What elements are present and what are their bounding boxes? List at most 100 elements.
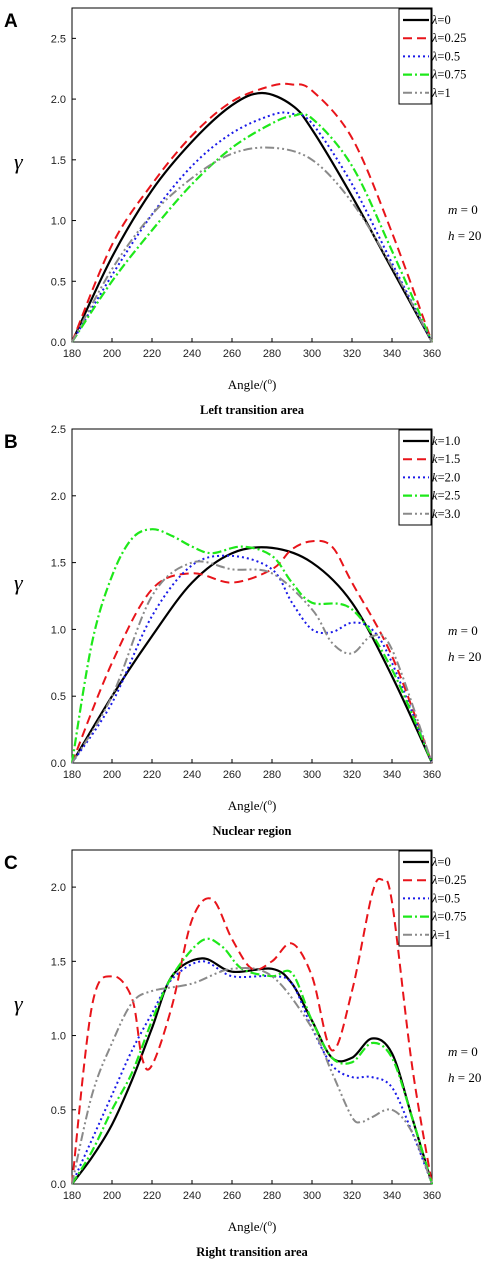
y-axis-label: γ — [14, 570, 24, 595]
x-tick-label: 300 — [303, 769, 321, 781]
series-line-4 — [71, 146, 433, 343]
panel-caption: Right transition area — [196, 1245, 308, 1259]
chart-svg: A 180 200 220 240 260 280 300 320 340 360 0.0 0.5 1.0… — [4, 7, 481, 417]
x-tick-label: 280 — [263, 769, 281, 781]
series-line-4 — [71, 560, 433, 764]
x-tick-label: 220 — [143, 1190, 161, 1202]
y-tick-label: 0.5 — [51, 276, 66, 288]
x-tick-label: 280 — [263, 348, 281, 360]
panel-c: C 180 200 220 240 260 280 300 320 340 360 0.0 0.5 1.0… — [0, 842, 498, 1263]
legend-label: λ=0.75 — [431, 910, 466, 924]
x-tick-label: 220 — [143, 769, 161, 781]
x-tick-label: 240 — [183, 769, 201, 781]
legend-label: λ=0.5 — [431, 49, 460, 63]
legend-label: λ=0 — [431, 855, 451, 869]
series-line-1 — [71, 82, 433, 343]
y-tick-label: 2.5 — [51, 33, 66, 45]
series-line-2 — [71, 111, 433, 343]
legend-label: k=2.5 — [432, 489, 460, 503]
panel-label: B — [4, 432, 18, 453]
x-tick-label: 200 — [103, 348, 121, 360]
legend-label: k=2.0 — [432, 470, 460, 484]
panel-caption: Left transition area — [200, 403, 305, 417]
x-tick-label: 340 — [383, 1190, 401, 1202]
legend-label: λ=1 — [431, 86, 451, 100]
y-tick-label: 1.5 — [51, 155, 66, 167]
x-tick-label: 200 — [103, 769, 121, 781]
y-tick-label: 2.0 — [51, 491, 66, 503]
legend-label: λ=0.5 — [431, 891, 460, 905]
series-line-0 — [71, 957, 434, 1185]
x-tick-label: 360 — [423, 769, 441, 781]
y-axis-label: γ — [14, 149, 24, 174]
series-line-0 — [71, 91, 433, 343]
param-annotation: h = 20 — [448, 1070, 481, 1085]
y-tick-label: 0.5 — [51, 1105, 66, 1117]
y-tick-label: 1.0 — [51, 624, 66, 636]
series-line-0 — [71, 546, 433, 764]
series-line-1 — [71, 539, 433, 764]
x-tick-label: 360 — [423, 348, 441, 360]
panel-a: A 180 200 220 240 260 280 300 320 340 360 0.0 0.5 1.0… — [0, 0, 498, 421]
x-tick-label: 240 — [183, 348, 201, 360]
legend-label: k=3.0 — [432, 507, 460, 521]
x-tick-label: 200 — [103, 1190, 121, 1202]
y-tick-label: 1.5 — [51, 956, 66, 968]
series-line-3 — [70, 528, 434, 764]
chart-svg: B 180 200 220 240 260 280 300 320 340 360 0.0 0.5 1.0… — [4, 424, 481, 838]
legend-label: λ=0.75 — [431, 68, 466, 82]
param-annotation: h = 20 — [448, 228, 481, 243]
legend-label: λ=0 — [431, 13, 451, 27]
param-annotation: m = 0 — [448, 1044, 478, 1059]
x-tick-label: 320 — [343, 1190, 361, 1202]
legend-label: k=1.0 — [432, 434, 460, 448]
panel-label: A — [4, 11, 18, 32]
series-line-3 — [71, 937, 434, 1185]
param-annotation: m = 0 — [448, 623, 478, 638]
legend-label: k=1.5 — [432, 452, 460, 466]
panel-label: C — [4, 853, 18, 874]
x-axis-label: Angle/(o) — [228, 376, 277, 392]
x-tick-label: 260 — [223, 769, 241, 781]
chart-svg: C 180 200 220 240 260 280 300 320 340 360 0.0 0.5 1.0… — [4, 849, 481, 1259]
x-tick-label: 320 — [343, 769, 361, 781]
y-tick-label: 2.5 — [51, 424, 66, 436]
panel-b: B 180 200 220 240 260 280 300 320 340 360 0.0 0.5 1.0… — [0, 421, 498, 842]
x-tick-label: 220 — [143, 348, 161, 360]
panel-caption: Nuclear region — [212, 824, 291, 838]
series-line-2 — [71, 554, 433, 764]
legend-label: λ=0.25 — [431, 31, 466, 45]
x-tick-label: 180 — [63, 1190, 81, 1202]
legend-label: λ=1 — [431, 928, 451, 942]
x-tick-label: 340 — [383, 348, 401, 360]
y-axis-label: γ — [14, 991, 24, 1016]
x-tick-label: 280 — [263, 1190, 281, 1202]
y-tick-label: 2.0 — [51, 94, 66, 106]
x-axis-label: Angle/(o) — [228, 1218, 277, 1234]
x-tick-label: 260 — [223, 1190, 241, 1202]
series-line-4 — [71, 966, 433, 1185]
y-tick-label: 1.0 — [51, 216, 66, 228]
x-tick-label: 300 — [303, 1190, 321, 1202]
x-tick-label: 360 — [423, 1190, 441, 1202]
param-annotation: m = 0 — [448, 202, 478, 217]
x-axis-label: Angle/(o) — [228, 797, 277, 813]
y-tick-label: 0.0 — [51, 337, 66, 349]
x-tick-label: 260 — [223, 348, 241, 360]
y-tick-label: 1.0 — [51, 1031, 66, 1043]
y-tick-label: 1.5 — [51, 558, 66, 570]
x-tick-label: 300 — [303, 348, 321, 360]
series-line-1 — [71, 877, 433, 1185]
series-line-2 — [71, 960, 433, 1185]
x-tick-label: 180 — [63, 348, 81, 360]
x-tick-label: 180 — [63, 769, 81, 781]
y-tick-label: 0.0 — [51, 1179, 66, 1191]
x-tick-label: 240 — [183, 1190, 201, 1202]
y-tick-label: 0.0 — [51, 758, 66, 770]
x-tick-label: 340 — [383, 769, 401, 781]
series-line-3 — [71, 112, 434, 343]
y-tick-label: 0.5 — [51, 691, 66, 703]
legend-label: λ=0.25 — [431, 873, 466, 887]
plot-frame — [71, 7, 433, 343]
plot-frame — [71, 849, 433, 1185]
